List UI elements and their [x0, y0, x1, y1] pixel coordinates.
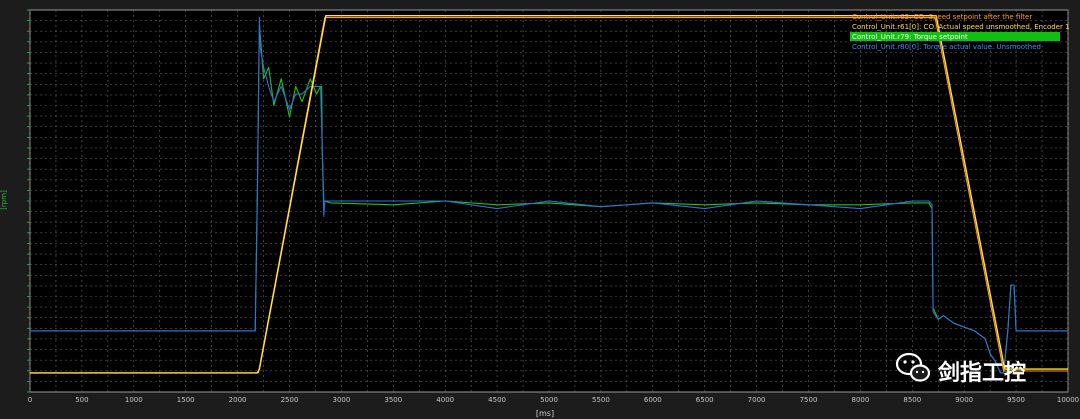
x-tick-label: 5000 — [540, 396, 558, 404]
series-line-3 — [30, 17, 1068, 374]
x-tick-label: 500 — [75, 396, 88, 404]
x-tick-label: 7000 — [748, 396, 766, 404]
wechat-icon — [895, 352, 931, 382]
x-tick-label: 8500 — [903, 396, 921, 404]
x-tick-label: 3000 — [332, 396, 350, 404]
x-tick-label: 10000 — [1057, 396, 1079, 404]
legend-item-0[interactable]: Control_Unit.r62: CO: Speed setpoint aft… — [852, 13, 1032, 21]
x-tick-label: 2000 — [229, 396, 247, 404]
x-tick-label: 4500 — [488, 396, 506, 404]
series-group — [30, 14, 1068, 374]
x-tick-label: 6000 — [644, 396, 662, 404]
x-tick-label: 3500 — [384, 396, 402, 404]
x-tick-label: 0 — [28, 396, 32, 404]
x-tick-label: 2500 — [281, 396, 299, 404]
legend-item-2[interactable]: Control_Unit.r79: Torque setpoint — [852, 33, 968, 41]
legend-item-3[interactable]: Control_Unit.r80[0]: Torque actual value… — [852, 43, 1041, 51]
watermark: 剑指工控 — [895, 352, 1026, 386]
legend: Control_Unit.r62: CO: Speed setpoint aft… — [850, 13, 1070, 51]
y-axis-label: [rpm] — [0, 190, 8, 210]
x-tick-label: 8000 — [851, 396, 869, 404]
legend-item-1[interactable]: Control_Unit.r61[0]: CO: Actual speed un… — [852, 23, 1070, 31]
watermark-text: 剑指工控 — [937, 360, 1026, 386]
x-axis-label: [ms] — [536, 409, 554, 418]
series-line-1 — [30, 14, 1068, 374]
y-axis-ticks — [27, 9, 30, 393]
x-tick-label: 9500 — [1007, 396, 1025, 404]
x-tick-label: 4000 — [436, 396, 454, 404]
x-tick-label: 1000 — [125, 396, 143, 404]
x-tick-label: 7500 — [800, 396, 818, 404]
legend-selected-bg — [850, 32, 1060, 41]
x-tick-label: 9000 — [955, 396, 973, 404]
x-axis-ticks: 0 500 1000 1500 2000 2500 3000 3500 4000 4500 5000… — [28, 396, 1079, 404]
x-tick-label: 6500 — [696, 396, 714, 404]
x-tick-label: 5500 — [592, 396, 610, 404]
x-tick-label: 1500 — [177, 396, 195, 404]
